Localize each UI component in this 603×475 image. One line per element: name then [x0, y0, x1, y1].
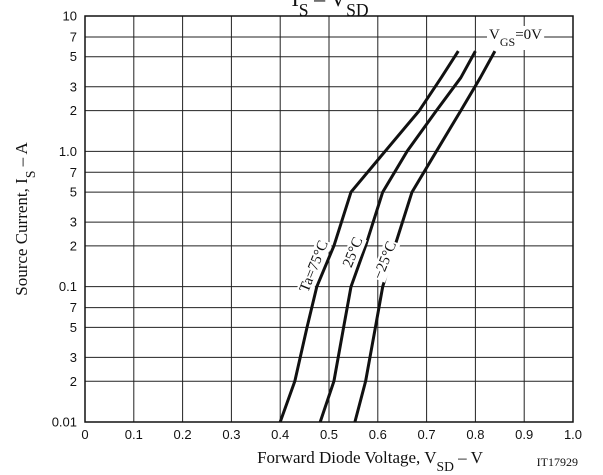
x-tick-label: 0.1: [125, 427, 143, 442]
y-tick-label: 3: [70, 215, 77, 230]
label-bg: [339, 234, 367, 271]
label-bg: [370, 238, 401, 283]
x-tick-label: 0.9: [515, 427, 533, 442]
y-tick-label: 2: [70, 238, 77, 253]
label-bg: [296, 237, 333, 296]
plot-frame: [84, 15, 574, 423]
chart-title-part: SD: [346, 0, 369, 20]
x-axis-label-part: SD: [437, 459, 455, 474]
x-tick-label: 0.3: [222, 427, 240, 442]
x-axis-label: Forward Diode Voltage, VSD – V: [257, 448, 484, 474]
annotation-bg: [487, 26, 545, 50]
chart-title-part: S: [299, 0, 309, 20]
y-tick-label: 7: [70, 165, 77, 180]
y-tick-label: 0.01: [52, 415, 77, 430]
figure-code: IT17929: [537, 455, 578, 469]
x-axis-label-part: – V: [454, 448, 484, 467]
x-tick-label: 1.0: [564, 427, 582, 442]
annotation: VGS=0V: [489, 27, 542, 49]
x-axis-label-part: Forward Diode Voltage, V: [257, 448, 437, 467]
x-tick-label: 0.7: [418, 427, 436, 442]
x-tick-label: 0.2: [174, 427, 192, 442]
annotation-part: GS: [500, 35, 515, 49]
y-tick-label: 2: [70, 374, 77, 389]
chart-title-part: I: [291, 0, 298, 11]
y-tick-label: 0.1: [59, 279, 77, 294]
y-axis-label-part: Source Current, I: [12, 178, 31, 296]
annotation-part: =0V: [515, 27, 542, 43]
y-tick-label: 7: [70, 29, 77, 44]
y-tick-label: 1.0: [59, 144, 77, 159]
x-tick-label: 0.6: [369, 427, 387, 442]
y-axis-label-part: – A: [12, 142, 31, 171]
series-line: [318, 50, 477, 423]
x-tick-label: 0: [81, 427, 88, 442]
y-tick-label: 10: [63, 9, 77, 24]
x-tick-label: 0.8: [466, 427, 484, 442]
x-tick-label: 0.5: [320, 427, 338, 442]
chart-title-part: –: [309, 0, 331, 11]
y-tick-label: 7: [70, 300, 77, 315]
y-tick-label: 5: [70, 185, 77, 200]
chart-title: IS – VSD: [291, 0, 368, 20]
y-tick-label: 3: [70, 350, 77, 365]
y-tick-label: 3: [70, 79, 77, 94]
y-tick-label: 5: [70, 49, 77, 64]
series-line: [353, 50, 497, 423]
y-tick-label: 2: [70, 103, 77, 118]
annotation-part: V: [489, 27, 500, 43]
y-tick-label: 5: [70, 320, 77, 335]
y-axis-label-part: S: [23, 171, 38, 179]
chart-title-part: V: [330, 0, 346, 11]
series-line: [278, 50, 460, 423]
x-tick-label: 0.4: [271, 427, 289, 442]
y-axis-label: Source Current, IS – A: [12, 142, 38, 296]
